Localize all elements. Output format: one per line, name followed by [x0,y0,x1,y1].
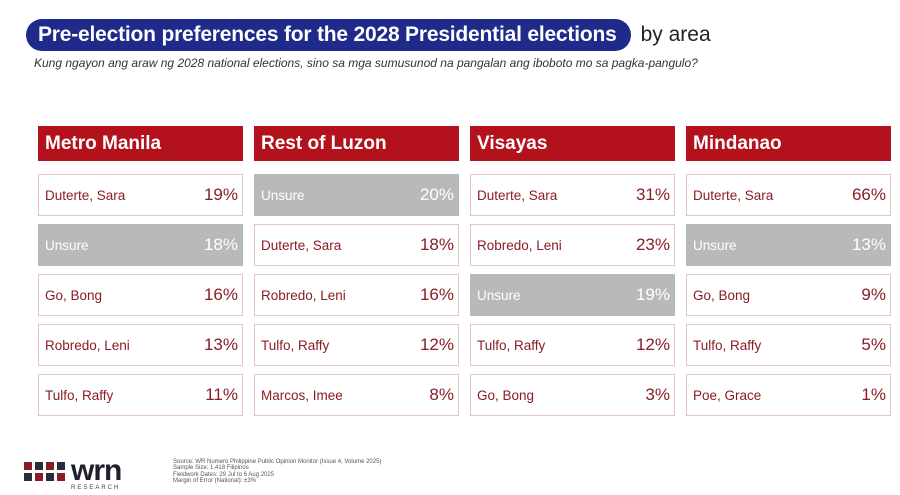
candidate-row: Unsure 20% [254,174,459,216]
candidate-name: Tulfo, Raffy [477,337,546,353]
candidate-percent: 5% [861,335,886,354]
area-header: Visayas [470,126,675,161]
candidate-percent: 12% [419,335,454,354]
area-column: Metro Manila Duterte, Sara 19% Unsure 18% Go,… [38,126,243,416]
chart-title-suffix: by area [640,23,711,46]
candidate-row: Go, Bong 9% [686,274,891,316]
candidate-name: Duterte, Sara [261,237,342,253]
area-columns: Metro Manila Duterte, Sara 19% Unsure 18% Go,… [38,126,891,416]
candidate-row: Tulfo, Raffy 12% [470,324,675,366]
candidate-name: Tulfo, Raffy [45,387,114,403]
candidate-name: Tulfo, Raffy [693,337,762,353]
candidate-percent: 12% [635,335,670,354]
title-row: Pre-election preferences for the 2028 Pr… [26,19,711,51]
candidate-percent: 66% [851,185,886,204]
candidate-name: Robredo, Leni [477,237,562,253]
candidate-name: Duterte, Sara [477,187,558,203]
candidate-percent: 3% [645,385,670,404]
candidate-percent: 23% [635,235,670,254]
candidate-row: Duterte, Sara 18% [254,224,459,266]
logo-sub: RESEARCH [71,485,121,491]
area-header: Metro Manila [38,126,243,161]
candidate-name: Marcos, Imee [261,387,343,403]
area-column: Mindanao Duterte, Sara 66% Unsure 13% Go, Bon… [686,126,891,416]
candidate-row: Marcos, Imee 8% [254,374,459,416]
candidate-percent: 16% [203,285,238,304]
candidate-row: Unsure 18% [38,224,243,266]
logo-word: wrn [71,454,122,487]
source-line: Sample Size: 1,418 Filipinos [173,465,249,472]
candidate-row: Unsure 19% [470,274,675,316]
candidate-row: Go, Bong 16% [38,274,243,316]
candidate-name: Robredo, Leni [45,337,130,353]
candidate-percent: 19% [203,185,238,204]
candidate-row: Duterte, Sara 31% [470,174,675,216]
logo-mark-icon [24,462,65,481]
candidate-name: Unsure [477,287,521,303]
area-column: Rest of Luzon Unsure 20% Duterte, Sara 18% Ro… [254,126,459,416]
chart-title: Pre-election preferences for the 2028 Pr… [26,19,631,51]
candidate-row: Poe, Grace 1% [686,374,891,416]
source-line: Source: WR Numero Philippine Public Opin… [173,459,382,465]
candidate-row: Tulfo, Raffy 5% [686,324,891,366]
candidate-percent: 13% [203,335,238,354]
candidate-row: Unsure 13% [686,224,891,266]
candidate-name: Go, Bong [477,387,535,403]
candidate-name: Go, Bong [45,287,103,303]
candidate-percent: 20% [419,185,454,204]
wrn-logo: wrn RESEARCH [24,454,122,491]
source-notes: Source: WR Numero Philippine Public Opin… [173,459,381,484]
candidate-name: Go, Bong [693,287,751,303]
candidate-name: Duterte, Sara [693,187,774,203]
candidate-name: Unsure [45,237,89,253]
candidate-name: Duterte, Sara [45,187,126,203]
candidate-percent: 8% [429,385,454,404]
candidate-percent: 9% [861,285,886,304]
candidate-percent: 18% [203,235,238,254]
candidate-row: Duterte, Sara 66% [686,174,891,216]
candidate-percent: 13% [851,235,886,254]
chart-subtitle: Kung ngayon ang araw ng 2028 national el… [34,56,698,70]
candidate-percent: 16% [419,285,454,304]
candidate-name: Unsure [261,187,305,203]
candidate-percent: 18% [419,235,454,254]
candidate-name: Poe, Grace [693,387,762,403]
candidate-percent: 19% [635,285,670,304]
candidate-percent: 1% [861,385,886,404]
candidate-name: Unsure [693,237,737,253]
candidate-name: Robredo, Leni [261,287,346,303]
area-header: Mindanao [686,126,891,161]
candidate-percent: 11% [205,385,238,404]
candidate-row: Tulfo, Raffy 11% [38,374,243,416]
candidate-row: Robredo, Leni 16% [254,274,459,316]
candidate-row: Duterte, Sara 19% [38,174,243,216]
source-line: Margin of Error (National): ±3% [173,477,256,484]
source-line: Fieldwork Dates: 29 Jul to 6 Aug 2025 [173,471,275,478]
candidate-percent: 31% [635,185,670,204]
candidate-row: Go, Bong 3% [470,374,675,416]
area-column: Visayas Duterte, Sara 31% Robredo, Leni 23% U… [470,126,675,416]
candidate-name: Tulfo, Raffy [261,337,330,353]
area-header: Rest of Luzon [254,126,459,161]
candidate-row: Robredo, Leni 13% [38,324,243,366]
candidate-row: Robredo, Leni 23% [470,224,675,266]
candidate-row: Tulfo, Raffy 12% [254,324,459,366]
